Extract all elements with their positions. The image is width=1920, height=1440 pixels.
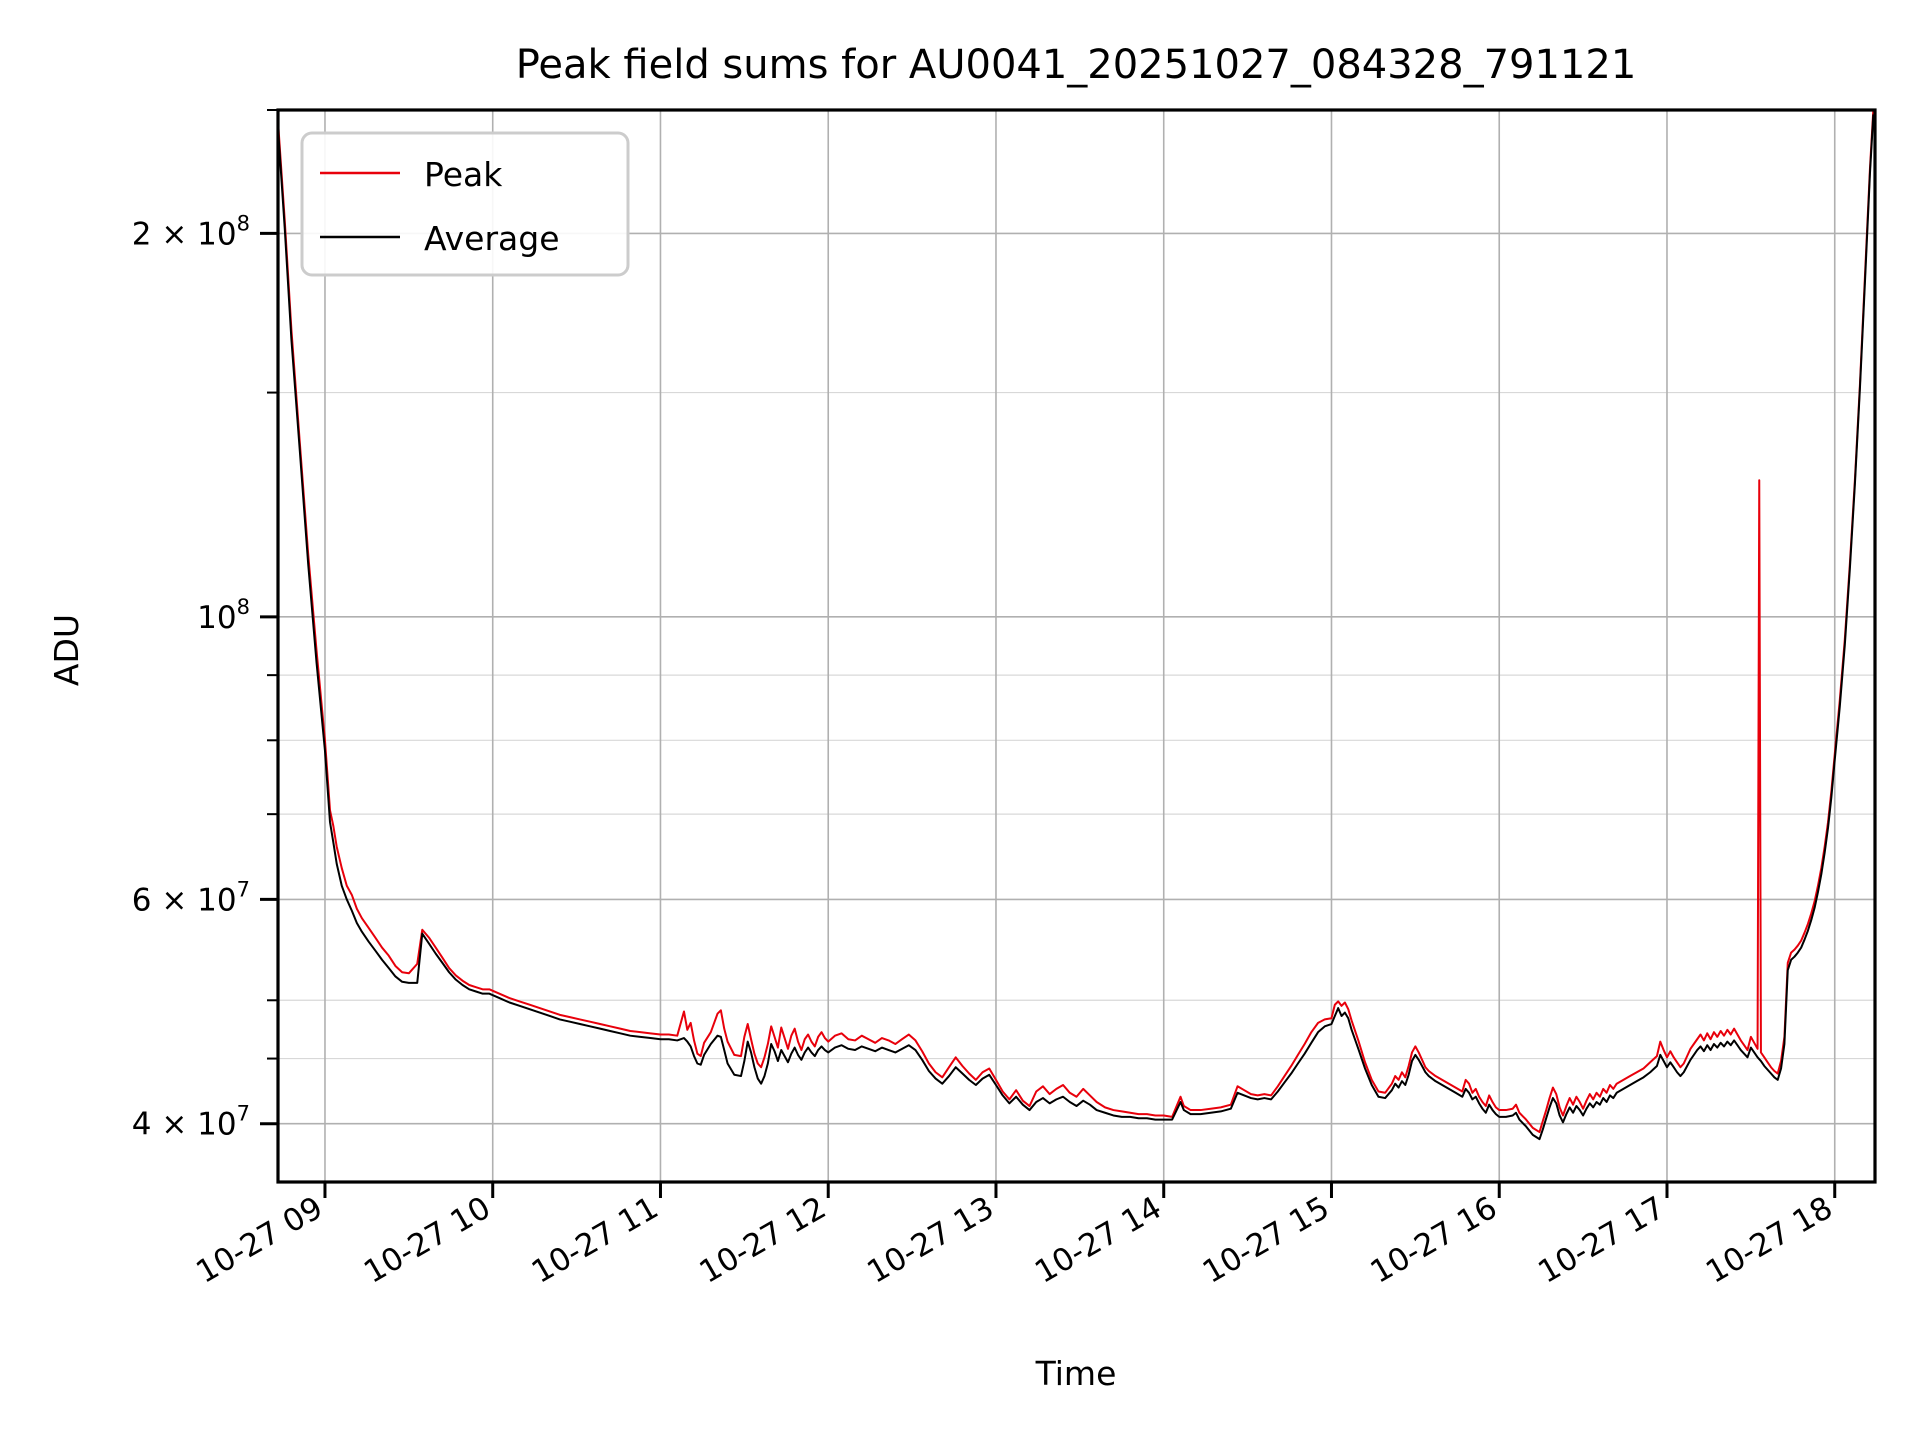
plot-frame (276, 108, 1877, 1184)
page-title: Peak field sums for AU0041_20251027_0843… (516, 42, 1637, 88)
series-line-peak (277, 109, 1875, 1134)
legend-label-average: Average (424, 219, 560, 258)
legend[interactable]: Peak Average (300, 131, 630, 277)
x-axis-label: Time (1035, 1354, 1117, 1393)
y-tick-label-0: 2 × 108 (132, 211, 250, 252)
data-series-group (277, 109, 1875, 1141)
y-axis-label: ADU (47, 614, 86, 686)
y-axis-ticks: 2 × 108 108 6 × 107 4 × 107 (132, 109, 278, 1143)
y-tick-label-2: 6 × 107 (132, 877, 250, 918)
legend-background (300, 131, 630, 277)
series-line-average (277, 114, 1875, 1141)
legend-label-peak: Peak (424, 155, 503, 194)
y-tick-label-3: 4 × 107 (132, 1102, 250, 1143)
y-tick-label-1: 108 (197, 595, 250, 636)
